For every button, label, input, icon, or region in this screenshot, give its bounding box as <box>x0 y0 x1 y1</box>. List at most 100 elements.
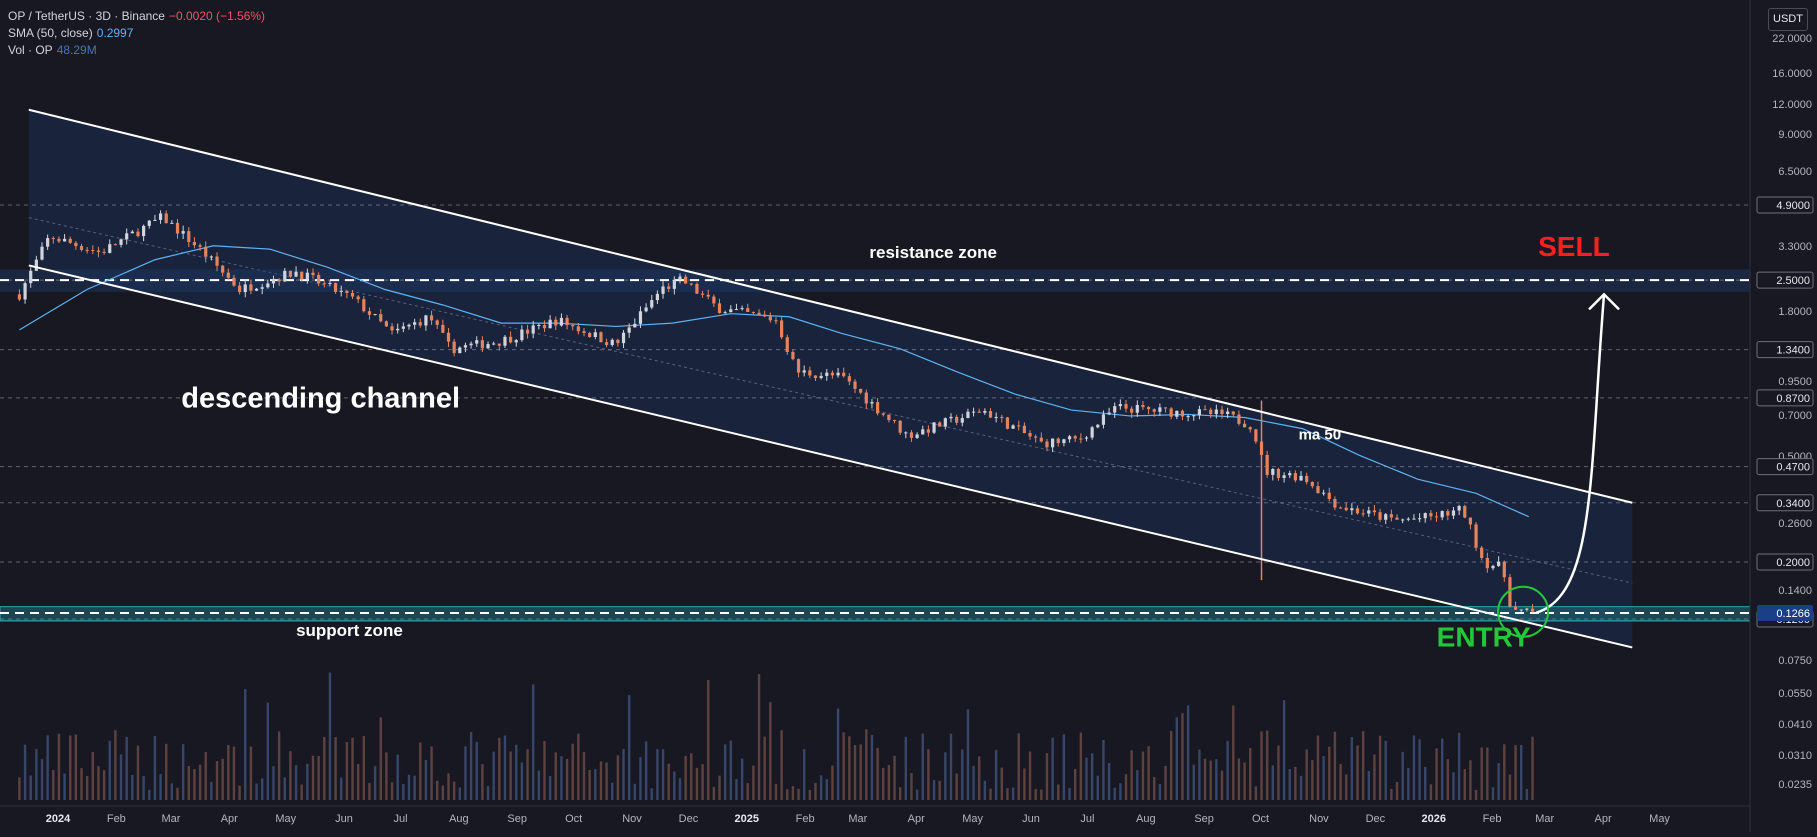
volume-bar <box>131 775 134 800</box>
y-tick-label: 0.0750 <box>1778 655 1812 667</box>
volume-bar <box>1237 758 1241 800</box>
candle-body <box>780 320 784 338</box>
candle-body <box>1226 411 1230 415</box>
candle-body <box>305 272 309 280</box>
candle-body <box>712 296 716 304</box>
candle-body <box>1220 409 1224 415</box>
volume-bar <box>85 776 89 800</box>
candle-body <box>435 320 439 325</box>
currency-button[interactable]: USDT <box>1768 8 1808 31</box>
volume-bar <box>599 761 603 800</box>
volume-bar <box>1181 713 1184 800</box>
volume-bar <box>97 766 100 800</box>
candle-body <box>1310 482 1314 487</box>
channel-upper-line[interactable] <box>28 108 1633 504</box>
candle-body <box>525 329 530 334</box>
legend-symbol[interactable]: OP / TetherUS · 3D · Binance <box>8 9 165 23</box>
volume-bar <box>221 758 224 800</box>
candle-body <box>130 231 134 234</box>
candle-body <box>384 321 388 327</box>
volume-bar <box>876 748 879 800</box>
volume-bar <box>1090 753 1094 800</box>
candle-body <box>1248 427 1252 430</box>
volume-bar <box>1277 745 1280 800</box>
price-level-badge <box>1756 494 1814 512</box>
volume-bar <box>255 783 258 800</box>
volume-bar <box>932 780 936 800</box>
candle-body <box>661 286 665 294</box>
volume-bar <box>594 769 597 800</box>
price-level-badge <box>1756 553 1814 571</box>
x-tick-label: Dec <box>679 813 699 825</box>
chart-legend: OP / TetherUS · 3D · Binance −0.0020 (−1.… <box>8 8 265 59</box>
volume-bar <box>80 768 83 800</box>
volume-bar <box>1153 776 1156 800</box>
volume-bar <box>498 737 501 800</box>
candle-body <box>887 414 891 421</box>
volume-bar <box>136 745 140 800</box>
volume-bar <box>419 742 422 800</box>
candle-body <box>452 341 456 354</box>
x-tick-label: Sep <box>507 813 527 825</box>
candle-body <box>198 245 202 247</box>
candle-body <box>1485 557 1489 569</box>
price-level-badge-label: 0.4700 <box>1776 462 1810 474</box>
volume-bar <box>125 736 128 800</box>
volume-bar <box>300 784 303 800</box>
candle-body <box>1192 415 1196 417</box>
volume-bar <box>774 783 778 800</box>
candle-body <box>108 244 112 253</box>
x-tick-label: Jul <box>393 813 407 825</box>
candle-body <box>949 416 953 419</box>
candle-body <box>1005 417 1010 429</box>
volume-bar <box>1271 765 1275 800</box>
candle-body <box>932 422 936 433</box>
candle-body <box>271 279 276 284</box>
candle-body <box>559 317 564 326</box>
volume-bar <box>108 740 111 800</box>
x-tick-label: Jul <box>1080 813 1094 825</box>
volume-bar <box>1384 740 1387 800</box>
volume-bar <box>690 753 693 800</box>
volume-bar <box>351 737 354 800</box>
volume-bar <box>978 756 981 800</box>
legend-vol-label[interactable]: Vol · OP <box>8 43 53 57</box>
candle-body <box>390 326 394 331</box>
volume-bar <box>904 736 908 800</box>
legend-sma-value: 0.2997 <box>96 26 134 40</box>
candle-body <box>734 309 739 311</box>
volume-bar <box>283 777 286 800</box>
volume-bar <box>560 756 563 800</box>
candle-body <box>458 347 462 354</box>
candle-body <box>475 340 479 344</box>
x-tick-label: Jun <box>1022 813 1040 825</box>
entry-circle[interactable] <box>1497 585 1550 638</box>
candle-body <box>1350 508 1354 511</box>
candle-body <box>627 327 631 333</box>
candle-body <box>362 299 366 312</box>
candle-body <box>1418 518 1422 520</box>
volume-bar <box>1074 768 1077 800</box>
volume-bar <box>509 751 512 800</box>
volume-bar <box>791 785 795 800</box>
volume-bar <box>1452 772 1455 800</box>
channel-fill <box>28 109 1633 648</box>
candle-body <box>571 325 575 327</box>
candle-body <box>1197 409 1202 416</box>
channel-lower-line[interactable] <box>28 264 1633 649</box>
candle-body <box>892 420 897 422</box>
candle-body <box>700 293 705 295</box>
volume-bar <box>1102 739 1105 800</box>
candle-body <box>29 270 33 284</box>
x-tick-label: Sep <box>1194 813 1214 825</box>
current-price-badge[interactable] <box>1757 605 1813 622</box>
candle-body <box>1242 423 1247 428</box>
candle-body <box>192 242 197 246</box>
legend-sma-label[interactable]: SMA (50, close) <box>8 26 93 40</box>
candle-body <box>808 370 812 376</box>
candle-body <box>1158 407 1162 412</box>
x-tick-label: Aug <box>1136 813 1156 825</box>
volume-bar <box>989 788 992 800</box>
